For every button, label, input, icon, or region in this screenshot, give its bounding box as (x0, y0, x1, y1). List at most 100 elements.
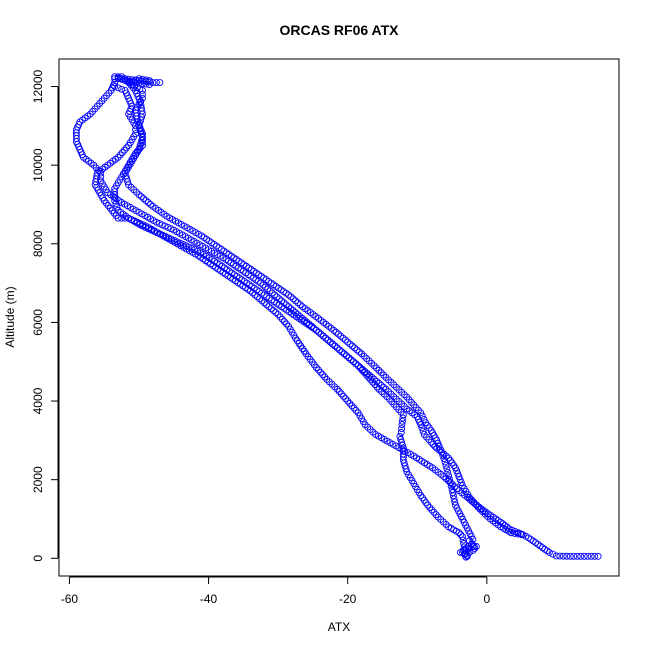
data-point (448, 486, 456, 493)
data-point (354, 409, 362, 417)
data-point (445, 472, 453, 480)
data-point (536, 542, 544, 550)
data-point (534, 540, 542, 548)
data-point (296, 301, 304, 309)
data-point (382, 374, 390, 381)
data-point (511, 529, 519, 537)
data-point (128, 77, 136, 85)
data-point (377, 369, 385, 377)
data-point (114, 74, 122, 82)
data-point (419, 427, 427, 435)
data-point (549, 550, 557, 558)
data-point (142, 197, 150, 204)
data-point (380, 383, 388, 391)
data-point (116, 151, 124, 159)
data-point (453, 467, 461, 475)
data-point (359, 366, 367, 374)
data-point (292, 297, 299, 305)
data-point (449, 492, 457, 500)
data-point (563, 552, 571, 560)
data-point (447, 482, 455, 490)
data-point (518, 531, 526, 539)
data-point (357, 364, 364, 372)
y-tick-label: 6000 (31, 309, 45, 336)
data-point (142, 80, 150, 88)
data-point (350, 404, 358, 412)
data-point (360, 352, 368, 360)
data-point (326, 338, 334, 346)
data-point (457, 479, 465, 487)
data-point (276, 313, 284, 321)
data-point (373, 383, 381, 391)
data-point (335, 388, 343, 396)
data-point (149, 202, 157, 210)
data-point (355, 348, 363, 356)
data-point (345, 354, 353, 362)
data-point (271, 291, 279, 299)
data-point (152, 79, 160, 87)
data-point (270, 307, 277, 315)
data-point (289, 295, 297, 303)
data-point (336, 346, 344, 354)
y-tick-label: 12000 (31, 70, 45, 104)
data-point (570, 552, 578, 560)
data-point (398, 417, 406, 425)
data-point (332, 328, 340, 336)
data-point (351, 344, 359, 352)
data-point (137, 193, 145, 201)
data-point (260, 299, 268, 307)
data-point (445, 454, 453, 462)
data-point (398, 425, 406, 433)
data-point (365, 357, 373, 365)
data-point (397, 435, 405, 443)
x-tick-label: -20 (339, 592, 357, 606)
data-point (398, 421, 406, 429)
data-point (361, 368, 369, 376)
data-point (418, 424, 426, 432)
data-point (337, 332, 345, 340)
data-point (299, 303, 306, 311)
data-point (587, 552, 595, 560)
data-point (422, 419, 430, 427)
data-point (97, 173, 105, 181)
data-point (474, 503, 482, 511)
data-point (476, 505, 484, 513)
data-point (451, 498, 459, 506)
data-point (280, 318, 288, 326)
data-point (449, 489, 457, 497)
data-point (455, 473, 463, 481)
data-point (145, 77, 153, 85)
data-point (319, 332, 327, 340)
data-point (331, 342, 339, 350)
data-point (268, 289, 276, 297)
data-point (113, 203, 121, 211)
data-point (472, 501, 480, 508)
data-point (396, 432, 404, 440)
data-point (329, 340, 337, 348)
data-point (470, 498, 478, 506)
data-point (118, 73, 126, 81)
data-point (440, 455, 448, 463)
data-point (120, 146, 128, 154)
data-point (114, 206, 122, 214)
data-point (144, 199, 152, 206)
data-point (343, 352, 350, 360)
data-point (125, 79, 133, 87)
data-point (123, 144, 130, 152)
data-point (315, 328, 323, 336)
data-point (426, 504, 434, 512)
data-point (363, 371, 370, 379)
data-point (539, 544, 546, 552)
data-point (580, 552, 588, 560)
data-point (265, 303, 273, 311)
data-point (439, 451, 447, 459)
data-point (319, 371, 327, 379)
x-tick-label: 0 (483, 592, 490, 606)
data-point (140, 195, 148, 203)
data-point (118, 75, 126, 83)
data-point (450, 495, 458, 503)
x-axis-label: ATX (328, 620, 350, 634)
data-point (322, 334, 330, 342)
data-point (366, 372, 374, 379)
